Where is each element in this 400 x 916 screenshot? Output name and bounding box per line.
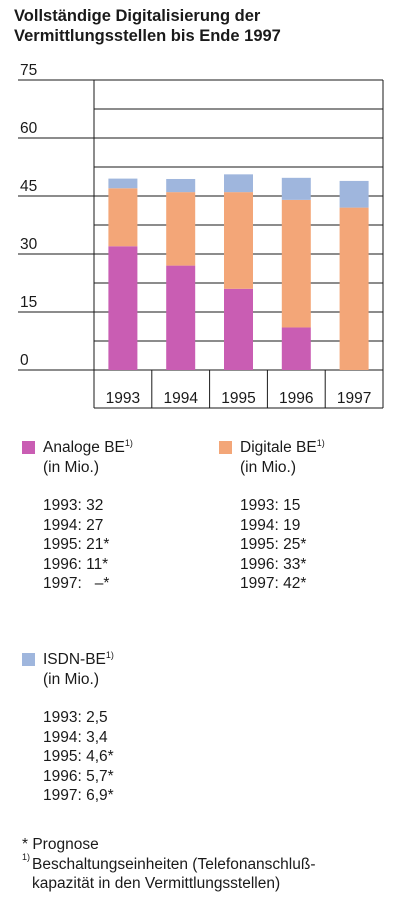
analog-value-1993: 1993: 32 bbox=[43, 497, 104, 514]
x-tick-label: 1993 bbox=[106, 390, 140, 407]
legend-digital-label: Digitale BE bbox=[240, 439, 317, 456]
isdn-value-1995: 1995: 4,6* bbox=[43, 748, 114, 765]
legend-analog-sup: 1) bbox=[124, 437, 133, 448]
chart-title: Vollständige Digitalisierung der Vermitt… bbox=[14, 6, 384, 46]
x-tick-label: 1997 bbox=[337, 390, 371, 407]
footnote-mark: 1) bbox=[22, 851, 31, 862]
bars bbox=[108, 174, 369, 370]
x-tick-label: 1996 bbox=[279, 390, 313, 407]
legend-digital-sup: 1) bbox=[316, 437, 325, 448]
x-tick-label: 1994 bbox=[163, 390, 198, 407]
footnote-beschaltung: Beschaltungseinheiten (Telefonanschluß- … bbox=[32, 855, 316, 893]
isdn-value-1993: 1993: 2,5 bbox=[43, 709, 108, 726]
bar-digital-1995 bbox=[224, 192, 253, 289]
bar-digital-1997 bbox=[339, 207, 369, 370]
legend-isdn-sup: 1) bbox=[105, 649, 114, 660]
digital-value-1993: 1993: 15 bbox=[240, 497, 301, 514]
y-tick-label: 0 bbox=[20, 352, 29, 369]
analog-value-1995: 1995: 21* bbox=[43, 536, 110, 553]
y-tick-label: 60 bbox=[20, 120, 38, 137]
x-axis: 1993 1994 1995 1996 1997 bbox=[94, 370, 383, 409]
footnotes: * Prognose 1) Beschaltungseinheiten (Tel… bbox=[22, 835, 392, 894]
bar-isdn-1995 bbox=[224, 174, 253, 193]
legend-analog-unit: (in Mio.) bbox=[43, 458, 99, 476]
y-tick-label: 15 bbox=[20, 294, 37, 311]
legend-analog: Analoge BE1) (in Mio.) 1993: 32 1994: 27… bbox=[22, 438, 133, 594]
bar-analog-1994 bbox=[166, 265, 196, 370]
analog-value-1996: 1996: 11* bbox=[43, 555, 109, 573]
y-tick-label: 45 bbox=[20, 178, 37, 195]
digital-value-1996: 1996: 33* bbox=[240, 555, 307, 573]
bar-analog-1995 bbox=[224, 288, 253, 370]
legend-digital-values: 1993: 15 1994: 19 1995: 25* 1996: 33* 19… bbox=[219, 496, 325, 594]
analog-value-1997: 1997: –* bbox=[43, 575, 110, 592]
bar-analog-1993 bbox=[108, 246, 138, 370]
isdn-value-1996: 1996: 5,7* bbox=[43, 767, 114, 785]
bar-digital-1993 bbox=[108, 188, 138, 247]
bar-digital-1996 bbox=[281, 199, 311, 328]
y-tick-label: 30 bbox=[20, 236, 38, 253]
y-tick-label: 75 bbox=[20, 62, 37, 79]
title-line-1: Vollständige Digitalisierung der bbox=[14, 7, 261, 25]
legend-isdn-unit: (in Mio.) bbox=[43, 670, 99, 688]
legend-isdn: ISDN-BE1) (in Mio.) 1993: 2,5 1994: 3,4 … bbox=[22, 650, 114, 806]
legend-isdn-label: ISDN-BE bbox=[43, 651, 106, 668]
x-tick-label: 1995 bbox=[221, 390, 255, 407]
digital-value-1997: 1997: 42* bbox=[240, 575, 307, 592]
legend-analog-values: 1993: 32 1994: 27 1995: 21* 1996: 11* 19… bbox=[22, 496, 133, 594]
isdn-value-1994: 1994: 3,4 bbox=[43, 728, 108, 746]
digital-value-1994: 1994: 19 bbox=[240, 516, 301, 534]
digital-value-1995: 1995: 25* bbox=[240, 536, 307, 553]
bar-isdn-1993 bbox=[108, 178, 138, 189]
bar-digital-1994 bbox=[166, 192, 196, 266]
bar-isdn-1994 bbox=[166, 178, 196, 193]
analog-value-1994: 1994: 27 bbox=[43, 516, 104, 534]
isdn-swatch bbox=[22, 653, 35, 666]
legend-digital: Digitale BE1) (in Mio.) 1993: 15 1994: 1… bbox=[219, 438, 325, 594]
digital-swatch bbox=[219, 441, 232, 454]
y-grid bbox=[18, 79, 384, 408]
legend-analog-label: Analoge BE bbox=[43, 439, 125, 456]
isdn-value-1997: 1997: 6,9* bbox=[43, 787, 114, 804]
analog-swatch bbox=[22, 441, 35, 454]
bar-isdn-1997 bbox=[339, 180, 369, 208]
bar-analog-1996 bbox=[281, 327, 311, 370]
y-tick-labels: 0 15 30 45 60 75 bbox=[20, 62, 38, 369]
title-line-2: Vermittlungsstellen bis Ende 1997 bbox=[14, 27, 281, 45]
legend-isdn-values: 1993: 2,5 1994: 3,4 1995: 4,6* 1996: 5,7… bbox=[22, 708, 114, 806]
bar-isdn-1996 bbox=[281, 177, 311, 200]
footnote-prognose: * Prognose bbox=[22, 836, 99, 853]
legend-digital-unit: (in Mio.) bbox=[240, 458, 296, 476]
stacked-bar-chart: 0 15 30 45 60 75 1993 1994 1995 1996 1997 bbox=[18, 62, 384, 409]
